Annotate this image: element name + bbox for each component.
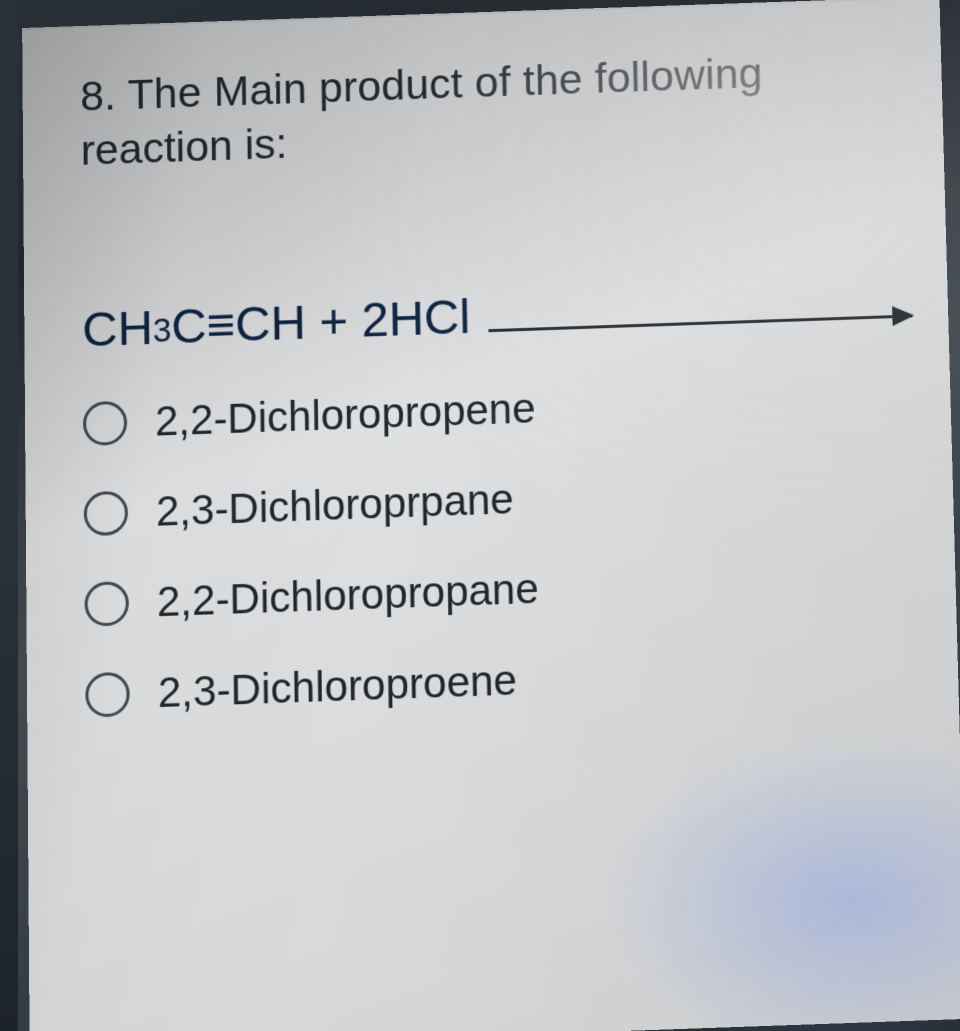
reaction-arrow-icon bbox=[488, 314, 912, 332]
radio-icon[interactable] bbox=[85, 672, 130, 718]
option-label: 2,3-Dichloroproene bbox=[158, 656, 518, 717]
formula-part-1: CH bbox=[82, 300, 153, 358]
option-label: 2,3-Dichloroprpane bbox=[156, 475, 514, 536]
option-row[interactable]: 2,2-Dichloropropane bbox=[84, 551, 920, 629]
screen-edge-sliver bbox=[0, 0, 18, 1031]
formula-part-2: C≡CH + 2HCl bbox=[171, 289, 471, 355]
radio-icon[interactable] bbox=[84, 581, 129, 627]
formula-subscript-1: 3 bbox=[153, 312, 172, 350]
reaction-formula: CH3C≡CH + 2HCl bbox=[82, 274, 913, 359]
radio-icon[interactable] bbox=[84, 491, 128, 537]
radio-icon[interactable] bbox=[83, 401, 127, 446]
option-row[interactable]: 2,2-Dichloropropene bbox=[83, 371, 915, 448]
question-card: 8. The Main product of the following rea… bbox=[22, 0, 960, 1031]
options-group: 2,2-Dichloropropene 2,3-Dichloroprpane 2… bbox=[83, 371, 922, 720]
option-label: 2,2-Dichloropropene bbox=[155, 384, 536, 445]
option-label: 2,2-Dichloropropane bbox=[157, 565, 540, 627]
option-row[interactable]: 2,3-Dichloroprpane bbox=[84, 461, 918, 538]
option-row[interactable]: 2,3-Dichloroproene bbox=[85, 642, 922, 720]
